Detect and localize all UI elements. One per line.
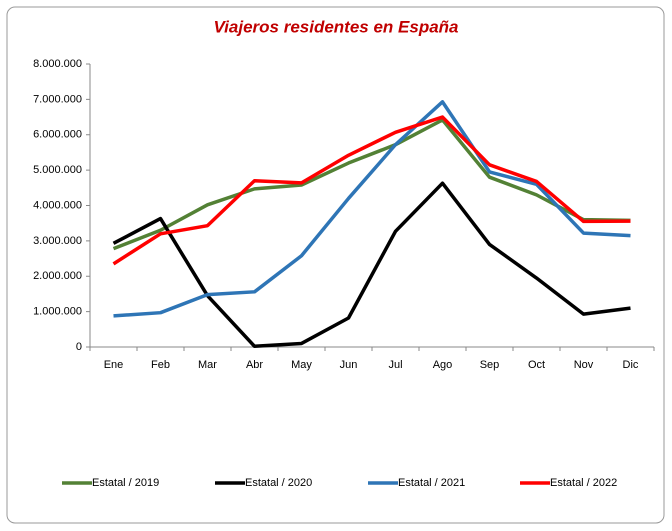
x-tick-label: Oct bbox=[528, 359, 545, 371]
legend-label: Estatal / 2019 bbox=[92, 477, 159, 489]
y-tick-label: 5.000.000 bbox=[33, 164, 82, 176]
x-tick-label: Feb bbox=[151, 359, 170, 371]
x-tick-label: Mar bbox=[198, 359, 217, 371]
y-tick-label: 0 bbox=[76, 341, 82, 353]
y-tick-label: 1.000.000 bbox=[33, 306, 82, 318]
legend-label: Estatal / 2020 bbox=[245, 477, 312, 489]
series-line bbox=[112, 181, 631, 349]
x-tick-label: Jun bbox=[340, 359, 358, 371]
x-tick-label: Sep bbox=[480, 359, 500, 371]
x-tick-label: Nov bbox=[574, 359, 594, 371]
y-tick-label: 3.000.000 bbox=[33, 235, 82, 247]
chart-title: Viajeros residentes en España bbox=[213, 17, 458, 36]
x-tick-label: Ago bbox=[433, 359, 453, 371]
y-tick-label: 2.000.000 bbox=[33, 270, 82, 282]
series-line bbox=[112, 115, 631, 266]
x-tick-label: Dic bbox=[623, 359, 639, 371]
x-tick-label: Jul bbox=[388, 359, 402, 371]
y-tick-label: 7.000.000 bbox=[33, 93, 82, 105]
legend-label: Estatal / 2022 bbox=[550, 477, 617, 489]
x-tick-label: Abr bbox=[246, 359, 263, 371]
y-tick-label: 4.000.000 bbox=[33, 199, 82, 211]
y-tick-label: 8.000.000 bbox=[33, 58, 82, 70]
chart-frame bbox=[6, 6, 665, 524]
x-tick-label: Ene bbox=[104, 359, 124, 371]
series-line bbox=[113, 100, 631, 318]
y-tick-label: 6.000.000 bbox=[33, 129, 82, 141]
legend-label: Estatal / 2021 bbox=[398, 477, 465, 489]
series-line bbox=[112, 118, 631, 251]
x-tick-label: May bbox=[291, 359, 312, 371]
